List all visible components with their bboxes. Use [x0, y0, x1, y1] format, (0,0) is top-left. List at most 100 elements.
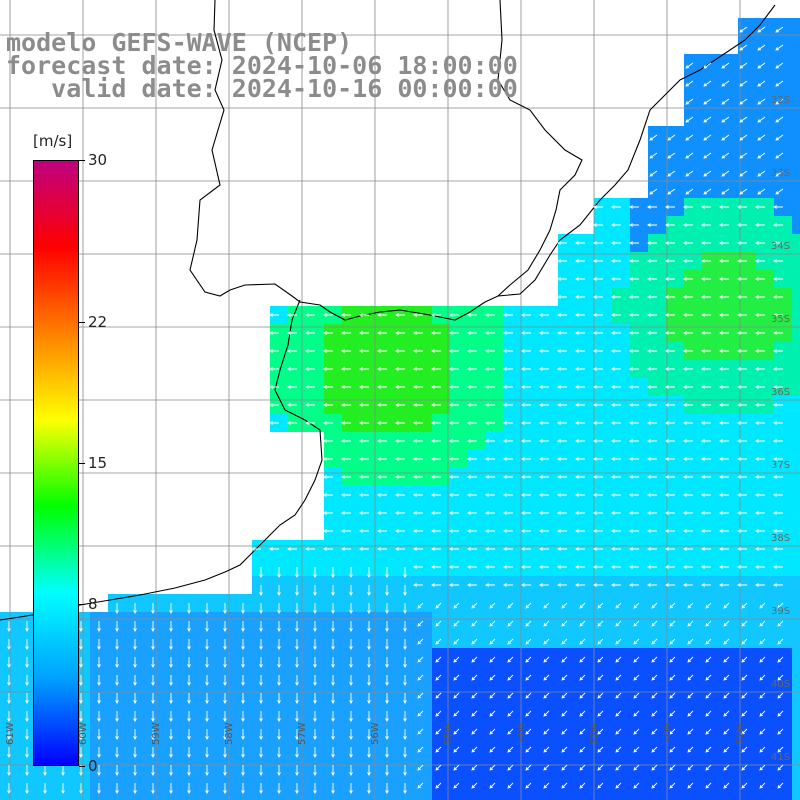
wind-arrow [377, 385, 387, 389]
wind-arrow [521, 493, 531, 497]
wind-arrow [277, 567, 281, 578]
wind-arrow [773, 205, 783, 209]
wind-arrow [359, 331, 369, 335]
wind-arrow [723, 674, 730, 681]
wind-arrow [305, 367, 315, 371]
wind-arrow [633, 782, 640, 789]
wind-cell [792, 18, 800, 36]
wind-arrow [721, 80, 730, 87]
wind-cell [486, 792, 504, 800]
wind-arrow [395, 493, 405, 497]
wind-arrow [403, 603, 407, 614]
wind-arrow [349, 585, 353, 596]
wind-arrow [521, 475, 531, 479]
wind-arrow [395, 439, 405, 443]
wind-arrow [719, 565, 729, 569]
wind-cell [792, 486, 800, 504]
wind-arrow [611, 241, 621, 245]
wind-arrow [737, 205, 747, 209]
wind-arrow [649, 188, 658, 195]
wind-arrow [611, 313, 621, 317]
wind-arrow [629, 529, 639, 533]
wind-arrow [703, 80, 712, 87]
wind-arrow [435, 764, 442, 771]
wind-arrow [431, 529, 441, 533]
wind-arrow [773, 565, 783, 569]
wind-arrow [489, 746, 496, 753]
wind-arrow [687, 692, 694, 699]
model-title: modelo GEFS-WAVE (NCEP) [6, 28, 353, 57]
wind-arrow [665, 241, 675, 245]
wind-arrow [775, 98, 784, 105]
wind-arrow [705, 782, 712, 789]
wind-arrow [561, 620, 568, 627]
wind-cell [792, 36, 800, 54]
wind-arrow [507, 656, 514, 663]
wind-arrow [755, 223, 765, 227]
wind-arrow [737, 547, 747, 551]
wind-cell [792, 594, 800, 612]
wind-arrow [507, 602, 514, 609]
wind-arrow [701, 475, 711, 479]
wind-arrow [647, 313, 657, 317]
wind-arrow [539, 439, 549, 443]
wind-arrow [615, 764, 622, 771]
wind-arrow [223, 729, 227, 740]
wind-arrow [503, 493, 513, 497]
wind-arrow [629, 385, 639, 389]
wind-arrow [241, 621, 245, 632]
wind-arrow [187, 711, 191, 722]
wind-arrow [205, 657, 209, 668]
wind-arrow [359, 493, 369, 497]
wind-arrow [223, 765, 227, 776]
longitude-label: 54W [516, 722, 527, 745]
wind-arrow [313, 621, 317, 632]
wind-arrow [703, 98, 712, 105]
wind-arrow [525, 746, 532, 753]
wind-arrow [377, 331, 387, 335]
wind-arrow [665, 583, 675, 587]
wind-arrow [115, 729, 119, 740]
wind-arrow [579, 746, 586, 753]
wind-arrow [435, 602, 442, 609]
wind-arrow [467, 439, 477, 443]
wind-arrow [773, 385, 783, 389]
wind-arrow [701, 241, 711, 245]
wind-cell [792, 252, 800, 270]
wind-arrow [151, 675, 155, 686]
wind-arrow [543, 602, 550, 609]
wind-arrow [25, 621, 29, 632]
wind-arrow [647, 277, 657, 281]
wind-arrow [557, 511, 567, 515]
wind-arrow [597, 674, 604, 681]
wind-cell [594, 792, 612, 800]
wind-cell [396, 792, 414, 800]
latitude-label: 33S [771, 168, 791, 179]
wind-arrow [701, 331, 711, 335]
wind-arrow [435, 674, 442, 681]
wind-arrow [685, 98, 694, 105]
wind-arrow [25, 765, 29, 776]
latitude-label: 36S [771, 387, 791, 398]
wind-arrow [367, 693, 371, 704]
wind-arrow [561, 674, 568, 681]
wind-arrow [629, 565, 639, 569]
wind-arrow [611, 223, 621, 227]
wind-arrow [435, 782, 442, 789]
wind-arrow [349, 675, 353, 686]
wind-arrow [665, 457, 675, 461]
wind-arrow [259, 567, 263, 578]
wind-cell [18, 792, 36, 800]
wind-arrow [467, 583, 477, 587]
wind-arrow [259, 765, 263, 776]
wind-arrow [611, 511, 621, 515]
wind-arrow [403, 711, 407, 722]
wind-arrow [703, 62, 712, 69]
wind-arrow [651, 782, 658, 789]
wind-arrow [593, 259, 603, 263]
wind-arrow [683, 385, 693, 389]
wind-arrow [575, 475, 585, 479]
wind-arrow [665, 367, 675, 371]
wind-arrow [205, 639, 209, 650]
wind-arrow [431, 385, 441, 389]
